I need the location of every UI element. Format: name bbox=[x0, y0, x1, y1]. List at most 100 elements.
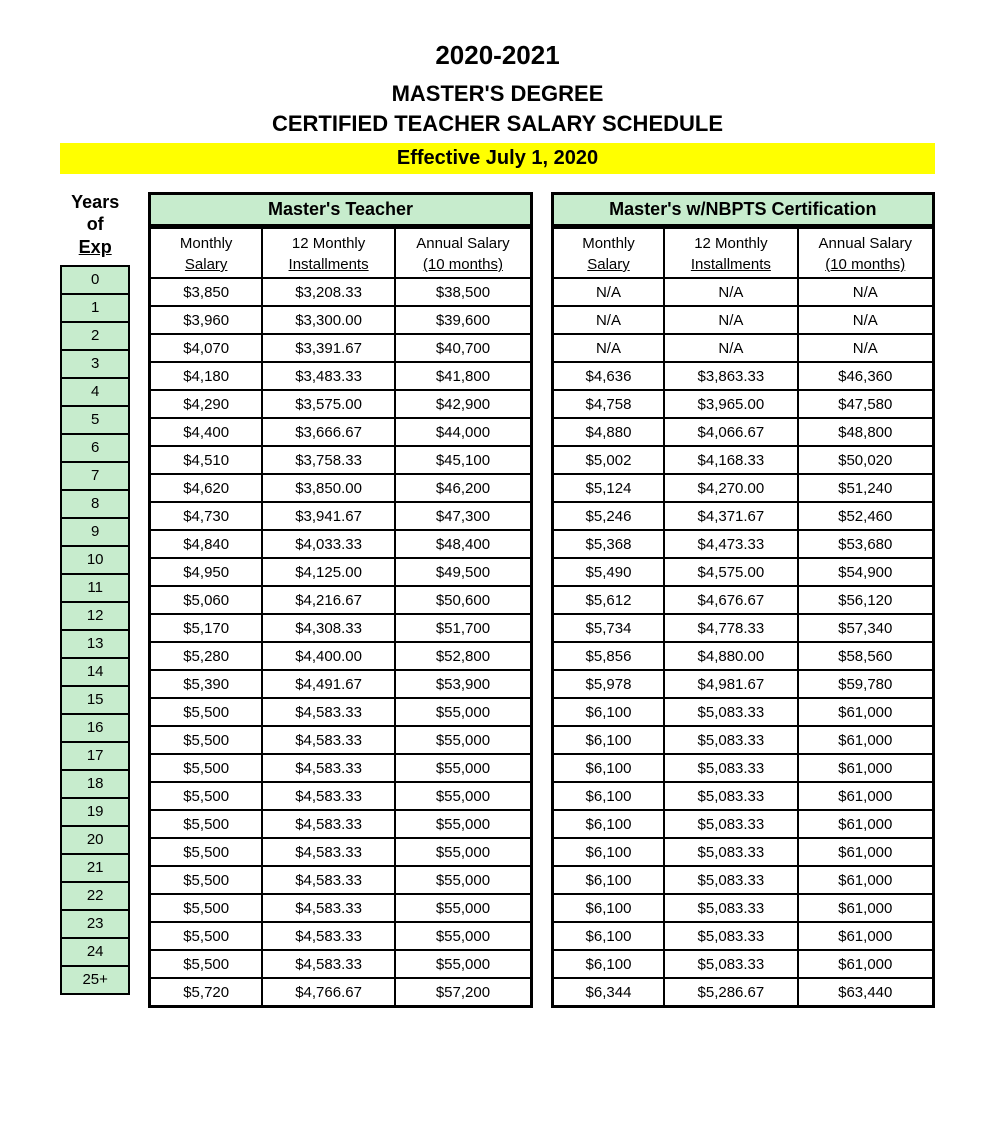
salary-cell: N/A bbox=[552, 278, 664, 306]
salary-cell: $55,000 bbox=[395, 922, 531, 950]
salary-cell: $4,575.00 bbox=[664, 558, 797, 586]
table-row: $5,500$4,583.33$55,000 bbox=[150, 894, 531, 922]
year-cell: 4 bbox=[61, 378, 129, 406]
table-row: $5,500$4,583.33$55,000 bbox=[150, 782, 531, 810]
table-row: $5,978$4,981.67$59,780 bbox=[552, 670, 933, 698]
salary-cell: N/A bbox=[798, 278, 934, 306]
year-cell: 18 bbox=[61, 770, 129, 798]
table-row: $5,490$4,575.00$54,900 bbox=[552, 558, 933, 586]
salary-cell: $5,734 bbox=[552, 614, 664, 642]
salary-cell: N/A bbox=[664, 306, 797, 334]
col-header: Annual Salary bbox=[395, 228, 531, 255]
col-header: Annual Salary bbox=[798, 228, 934, 255]
salary-cell: $6,100 bbox=[552, 726, 664, 754]
year-cell: 25+ bbox=[61, 966, 129, 994]
salary-cell: $55,000 bbox=[395, 950, 531, 978]
table-row: $5,002$4,168.33$50,020 bbox=[552, 446, 933, 474]
years-header-line1: Years bbox=[60, 192, 130, 214]
year-cell: 6 bbox=[61, 434, 129, 462]
year-cell: 22 bbox=[61, 882, 129, 910]
title-year: 2020-2021 bbox=[60, 40, 935, 71]
salary-cell: $3,575.00 bbox=[262, 390, 395, 418]
salary-cell: $4,583.33 bbox=[262, 866, 395, 894]
salary-cell: $4,473.33 bbox=[664, 530, 797, 558]
col-header: 12 Monthly bbox=[664, 228, 797, 255]
salary-cell: $4,840 bbox=[150, 530, 262, 558]
table-row: $5,500$4,583.33$55,000 bbox=[150, 698, 531, 726]
salary-cell: $50,600 bbox=[395, 586, 531, 614]
salary-cell: $5,500 bbox=[150, 838, 262, 866]
salary-cell: $4,676.67 bbox=[664, 586, 797, 614]
salary-cell: $3,208.33 bbox=[262, 278, 395, 306]
table-row: $4,620$3,850.00$46,200 bbox=[150, 474, 531, 502]
table-row: $4,070$3,391.67$40,700 bbox=[150, 334, 531, 362]
salary-cell: $3,850.00 bbox=[262, 474, 395, 502]
salary-cell: $5,083.33 bbox=[664, 950, 797, 978]
salary-cell: $54,900 bbox=[798, 558, 934, 586]
salary-cell: $4,583.33 bbox=[262, 894, 395, 922]
salary-cell: $3,391.67 bbox=[262, 334, 395, 362]
salary-cell: $5,124 bbox=[552, 474, 664, 502]
salary-cell: $61,000 bbox=[798, 782, 934, 810]
col-header: Monthly bbox=[552, 228, 664, 255]
year-cell: 14 bbox=[61, 658, 129, 686]
col-header: Salary bbox=[150, 254, 262, 278]
salary-cell: $61,000 bbox=[798, 950, 934, 978]
salary-cell: $4,880.00 bbox=[664, 642, 797, 670]
salary-cell: $55,000 bbox=[395, 838, 531, 866]
year-cell: 2 bbox=[61, 322, 129, 350]
salary-cell: $46,360 bbox=[798, 362, 934, 390]
salary-cell: $44,000 bbox=[395, 418, 531, 446]
salary-cell: $51,700 bbox=[395, 614, 531, 642]
salary-cell: $48,400 bbox=[395, 530, 531, 558]
salary-cell: $55,000 bbox=[395, 894, 531, 922]
salary-cell: $55,000 bbox=[395, 782, 531, 810]
salary-cell: $6,100 bbox=[552, 810, 664, 838]
masters-nbpts-table: Monthly 12 Monthly Annual Salary Salary … bbox=[551, 226, 935, 1008]
col-header: (10 months) bbox=[798, 254, 934, 278]
table-header-row: Monthly 12 Monthly Annual Salary bbox=[150, 228, 531, 255]
table-row: $5,500$4,583.33$55,000 bbox=[150, 754, 531, 782]
salary-cell: $39,600 bbox=[395, 306, 531, 334]
year-cell: 15 bbox=[61, 686, 129, 714]
salary-cell: $5,083.33 bbox=[664, 922, 797, 950]
salary-cell: $55,000 bbox=[395, 726, 531, 754]
table-row: $5,368$4,473.33$53,680 bbox=[552, 530, 933, 558]
salary-cell: $4,168.33 bbox=[664, 446, 797, 474]
salary-cell: $46,200 bbox=[395, 474, 531, 502]
title-block: 2020-2021 MASTER'S DEGREE CERTIFIED TEAC… bbox=[60, 40, 935, 137]
salary-cell: $4,308.33 bbox=[262, 614, 395, 642]
salary-cell: $38,500 bbox=[395, 278, 531, 306]
salary-cell: $52,800 bbox=[395, 642, 531, 670]
salary-cell: $3,960 bbox=[150, 306, 262, 334]
year-cell: 21 bbox=[61, 854, 129, 882]
masters-nbpts-caption: Master's w/NBPTS Certification bbox=[551, 192, 935, 226]
salary-cell: $55,000 bbox=[395, 698, 531, 726]
salary-cell: N/A bbox=[552, 306, 664, 334]
col-header: 12 Monthly bbox=[262, 228, 395, 255]
effective-date-bar: Effective July 1, 2020 bbox=[60, 143, 935, 174]
salary-cell: $4,371.67 bbox=[664, 502, 797, 530]
salary-cell: $6,100 bbox=[552, 922, 664, 950]
salary-cell: $53,680 bbox=[798, 530, 934, 558]
table-row: $4,840$4,033.33$48,400 bbox=[150, 530, 531, 558]
year-cell: 7 bbox=[61, 462, 129, 490]
table-row: $5,170$4,308.33$51,700 bbox=[150, 614, 531, 642]
salary-cell: $4,583.33 bbox=[262, 726, 395, 754]
salary-cell: $4,290 bbox=[150, 390, 262, 418]
salary-cell: $50,020 bbox=[798, 446, 934, 474]
table-row: $5,500$4,583.33$55,000 bbox=[150, 866, 531, 894]
table-row: $5,720$4,766.67$57,200 bbox=[150, 978, 531, 1007]
salary-cell: $4,070 bbox=[150, 334, 262, 362]
salary-cell: $4,583.33 bbox=[262, 810, 395, 838]
salary-cell: N/A bbox=[798, 306, 934, 334]
salary-cell: $5,083.33 bbox=[664, 866, 797, 894]
salary-cell: $6,344 bbox=[552, 978, 664, 1007]
table-row: $5,390$4,491.67$53,900 bbox=[150, 670, 531, 698]
salary-cell: $4,758 bbox=[552, 390, 664, 418]
table-row: $6,100$5,083.33$61,000 bbox=[552, 894, 933, 922]
year-cell: 24 bbox=[61, 938, 129, 966]
salary-cell: $6,100 bbox=[552, 782, 664, 810]
salary-cell: $61,000 bbox=[798, 894, 934, 922]
salary-cell: $63,440 bbox=[798, 978, 934, 1007]
